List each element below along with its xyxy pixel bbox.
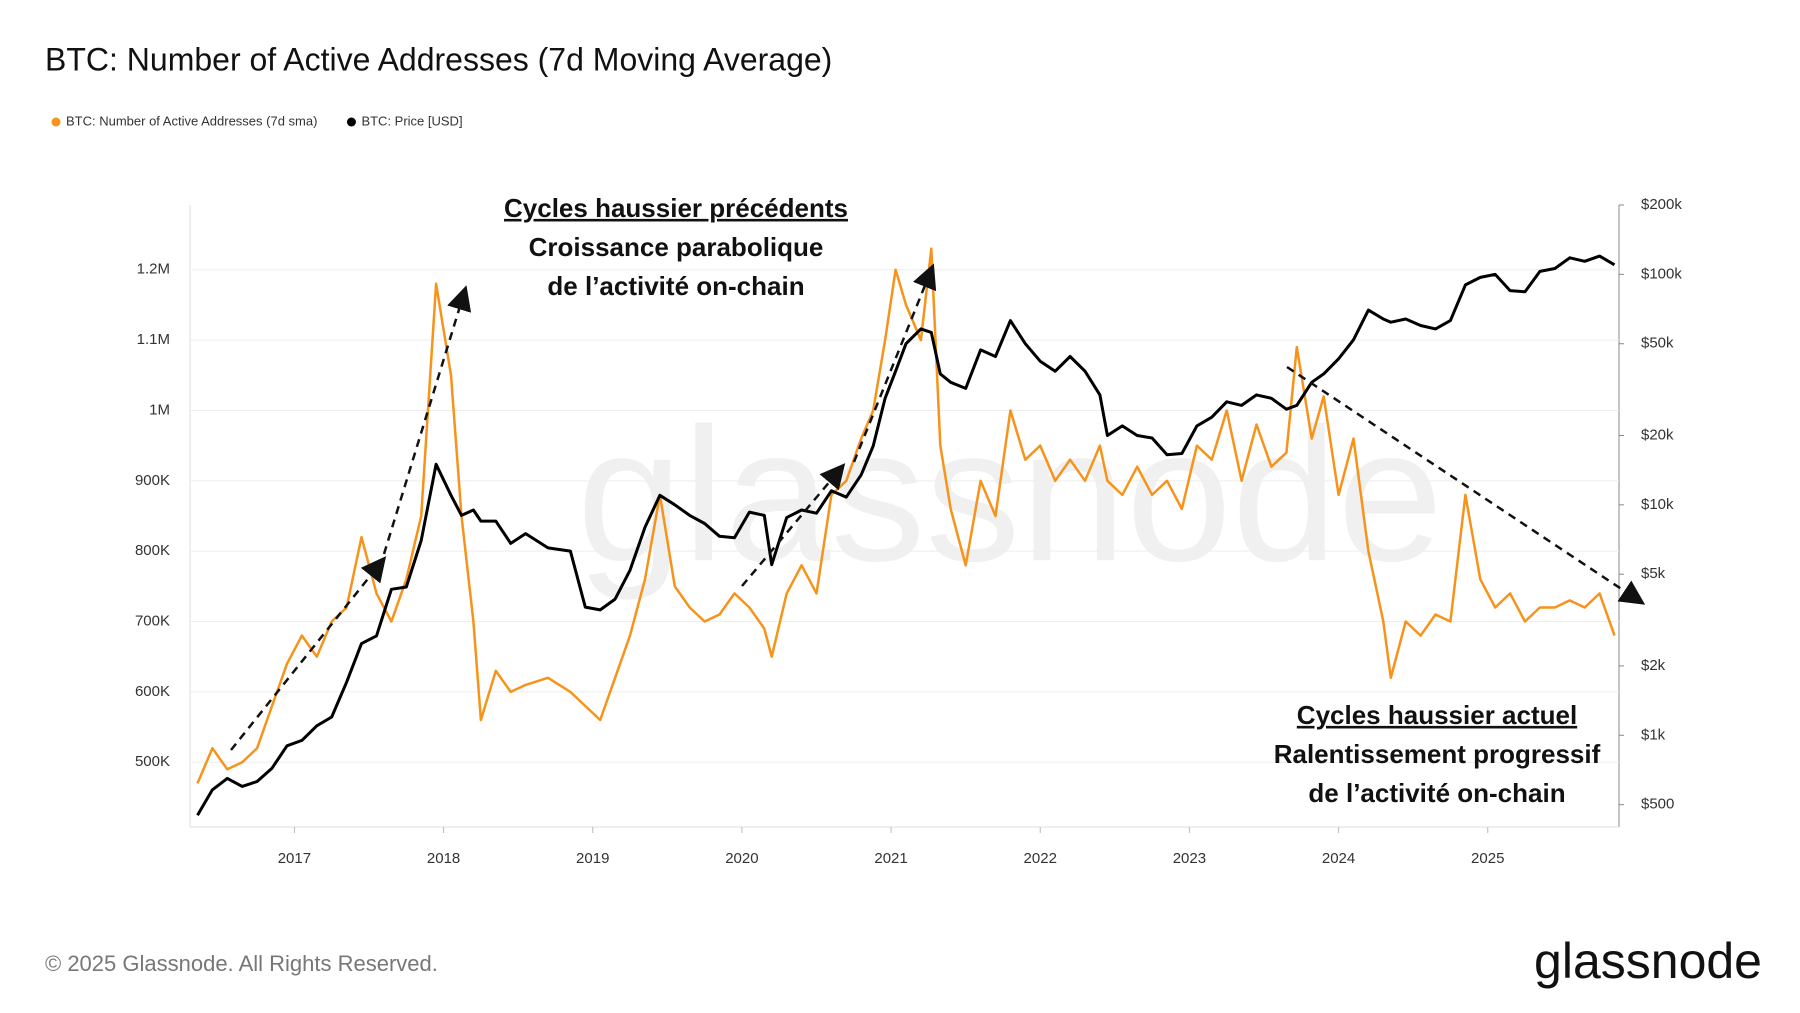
y-tick-label: 700K xyxy=(135,613,170,630)
chart-title: BTC: Number of Active Addresses (7d Movi… xyxy=(45,41,832,77)
x-tick-label: 2020 xyxy=(725,850,758,867)
x-tick-label: 2021 xyxy=(874,850,907,867)
y-tick-label: 1.1M xyxy=(137,331,170,348)
y-tick-label: 800K xyxy=(135,542,170,559)
y2-tick-label: $500 xyxy=(1641,796,1674,813)
x-tick-label: 2023 xyxy=(1173,850,1206,867)
legend-marker xyxy=(51,117,61,127)
legend-marker xyxy=(346,117,356,127)
series-line xyxy=(196,247,1616,784)
annotation: de l’activité on-chain xyxy=(1308,778,1565,808)
y-tick-label: 1.2M xyxy=(137,261,170,278)
plot xyxy=(190,247,1619,816)
annotation: Cycles haussier précédents xyxy=(504,193,848,223)
y2-tick-label: $50k xyxy=(1641,335,1674,352)
y2-tick-label: $20k xyxy=(1641,426,1674,443)
annotation: de l’activité on-chain xyxy=(547,271,804,301)
x-tick-label: 2024 xyxy=(1322,850,1355,867)
series-line xyxy=(196,254,1616,816)
legend-label: BTC: Number of Active Addresses (7d sma) xyxy=(66,113,317,128)
y-tick-label: 900K xyxy=(135,472,170,489)
arrows xyxy=(230,263,1646,751)
x-tick-label: 2017 xyxy=(278,850,311,867)
legend-label: BTC: Price [USD] xyxy=(361,113,462,128)
watermark: glassnode xyxy=(577,389,1443,601)
x-tick-label: 2019 xyxy=(576,850,609,867)
y-tick-label: 1M xyxy=(149,401,170,418)
annotation: Croissance parabolique xyxy=(529,232,824,262)
x-tick-label: 2018 xyxy=(427,850,460,867)
x-tick-label: 2025 xyxy=(1471,850,1504,867)
y2-tick-label: $100k xyxy=(1641,265,1682,282)
y2-tick-label: $200k xyxy=(1641,196,1682,213)
y2-tick-label: $2k xyxy=(1641,657,1666,674)
y2-tick-label: $1k xyxy=(1641,726,1666,743)
x-tick-label: 2022 xyxy=(1024,850,1057,867)
annotation: Ralentissement progressif xyxy=(1274,739,1601,769)
footer: © 2025 Glassnode. All Rights Reserved. xyxy=(45,951,438,976)
annotation: Cycles haussier actuel xyxy=(1297,700,1577,730)
y2-tick-label: $5k xyxy=(1641,565,1666,582)
y-tick-label: 600K xyxy=(135,683,170,700)
y2-tick-label: $10k xyxy=(1641,496,1674,513)
logo: glassnode xyxy=(1534,933,1762,989)
y-tick-label: 500K xyxy=(135,753,170,770)
